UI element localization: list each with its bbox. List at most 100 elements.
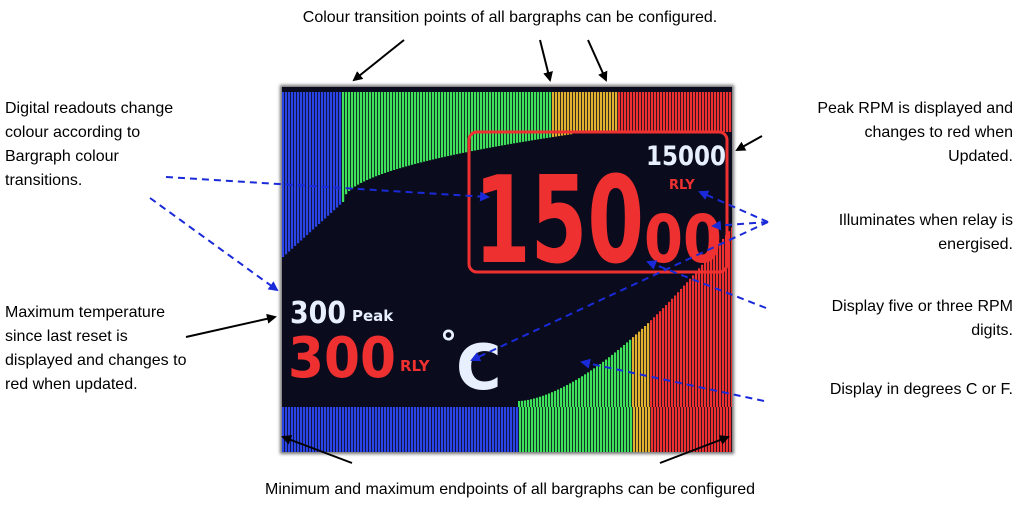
top-bar	[585, 92, 588, 132]
bottom-bar	[666, 407, 669, 452]
top-bar	[396, 92, 399, 170]
top-bar	[489, 92, 492, 148]
right-bar	[701, 264, 704, 407]
rpm-relay-indicator: RLY	[669, 178, 695, 193]
right-bar	[584, 374, 587, 407]
top-bar	[519, 92, 522, 143]
bottom-bar	[324, 407, 327, 452]
bottom-bar	[405, 407, 408, 452]
top-bar	[330, 92, 333, 213]
top-bargraph	[282, 92, 732, 257]
bottom-bar	[288, 407, 291, 452]
peak-rpm-line-2: changes to red when	[864, 124, 1013, 141]
bottom-bar	[663, 407, 666, 452]
top-bar	[504, 92, 507, 145]
bottom-bar	[525, 407, 528, 452]
top-bar	[657, 92, 660, 132]
top-bar	[414, 92, 417, 164]
bottom-bar	[492, 407, 495, 452]
digital-readouts-line-2: colour according to	[5, 124, 141, 141]
right-bar	[554, 390, 557, 407]
top-bar	[663, 92, 666, 132]
bottom-bar	[591, 407, 594, 452]
top-bar	[651, 92, 654, 132]
bottom-bar	[420, 407, 423, 452]
top-bar	[312, 92, 315, 230]
top-bar	[696, 92, 699, 132]
bottom-bar	[585, 407, 588, 452]
top-bar	[708, 92, 711, 132]
bottom-bar	[360, 407, 363, 452]
bottom-bar	[561, 407, 564, 452]
bottom-bar	[318, 407, 321, 452]
top-bar	[285, 92, 288, 255]
top-bar	[639, 92, 642, 132]
top-bar	[381, 92, 384, 174]
bottom-bar	[321, 407, 324, 452]
peak-rpm-note: Peak RPM is displayed and changes to red…	[720, 97, 1013, 169]
digital-readouts-line-4: transitions.	[5, 172, 83, 189]
bottom-bar	[642, 407, 645, 452]
bottom-bar	[597, 407, 600, 452]
top-bar	[390, 92, 393, 171]
bottom-bar	[477, 407, 480, 452]
top-bar	[450, 92, 453, 156]
top-bar	[630, 92, 633, 132]
peak-temp-label: Peak	[352, 307, 394, 325]
right-bar	[641, 328, 644, 407]
bottom-bar	[444, 407, 447, 452]
bottom-bar	[387, 407, 390, 452]
right-bar	[689, 278, 692, 407]
top-bar	[645, 92, 648, 132]
top-bar	[543, 92, 546, 139]
bottom-bar	[483, 407, 486, 452]
bottom-bar	[345, 407, 348, 452]
bottom-bar	[429, 407, 432, 452]
bottom-bar	[282, 407, 285, 452]
top-bar	[621, 92, 624, 132]
top-bar	[540, 92, 543, 139]
top-bar	[579, 92, 582, 132]
bottom-bar	[363, 407, 366, 452]
top-bar	[474, 92, 477, 151]
right-bar	[557, 389, 560, 407]
right-bar	[668, 301, 671, 407]
bottom-bar	[678, 407, 681, 452]
top-bar	[315, 92, 318, 227]
right-bar	[569, 383, 572, 407]
bottom-bar	[456, 407, 459, 452]
bottom-bar	[621, 407, 624, 452]
right-bar	[578, 378, 581, 407]
right-bar	[647, 323, 650, 407]
gauge-display: 150 00 15000 RLY 300 Peak 300 RLY ° C	[282, 87, 732, 452]
bottom-bar	[441, 407, 444, 452]
top-bar	[684, 92, 687, 132]
top-bar	[447, 92, 450, 157]
top-bar	[693, 92, 696, 132]
top-bar	[453, 92, 456, 155]
right-bar	[533, 398, 536, 407]
right-bar	[644, 326, 647, 407]
bottom-bar	[312, 407, 315, 452]
bottom-bar	[480, 407, 483, 452]
right-bar	[560, 388, 563, 407]
bottom-bar	[636, 407, 639, 452]
relay-note: Illuminates when relay is energised.	[740, 209, 1013, 257]
top-bar	[612, 92, 615, 132]
top-bar	[393, 92, 396, 170]
right-bar	[632, 337, 635, 407]
top-bar	[597, 92, 600, 132]
right-bar	[608, 357, 611, 407]
top-bar	[459, 92, 462, 154]
peak-rpm-value: 15000	[646, 141, 726, 172]
rpm-main-digits: 150	[474, 152, 644, 291]
rpm-digits-line-1: Display five or three RPM	[831, 298, 1013, 315]
right-bar	[575, 379, 578, 407]
bottom-bar	[417, 407, 420, 452]
bottom-bar	[540, 407, 543, 452]
top-bar	[729, 92, 732, 132]
right-bar	[680, 288, 683, 407]
right-bar	[617, 350, 620, 407]
top-bar	[411, 92, 414, 165]
top-bar	[702, 92, 705, 132]
